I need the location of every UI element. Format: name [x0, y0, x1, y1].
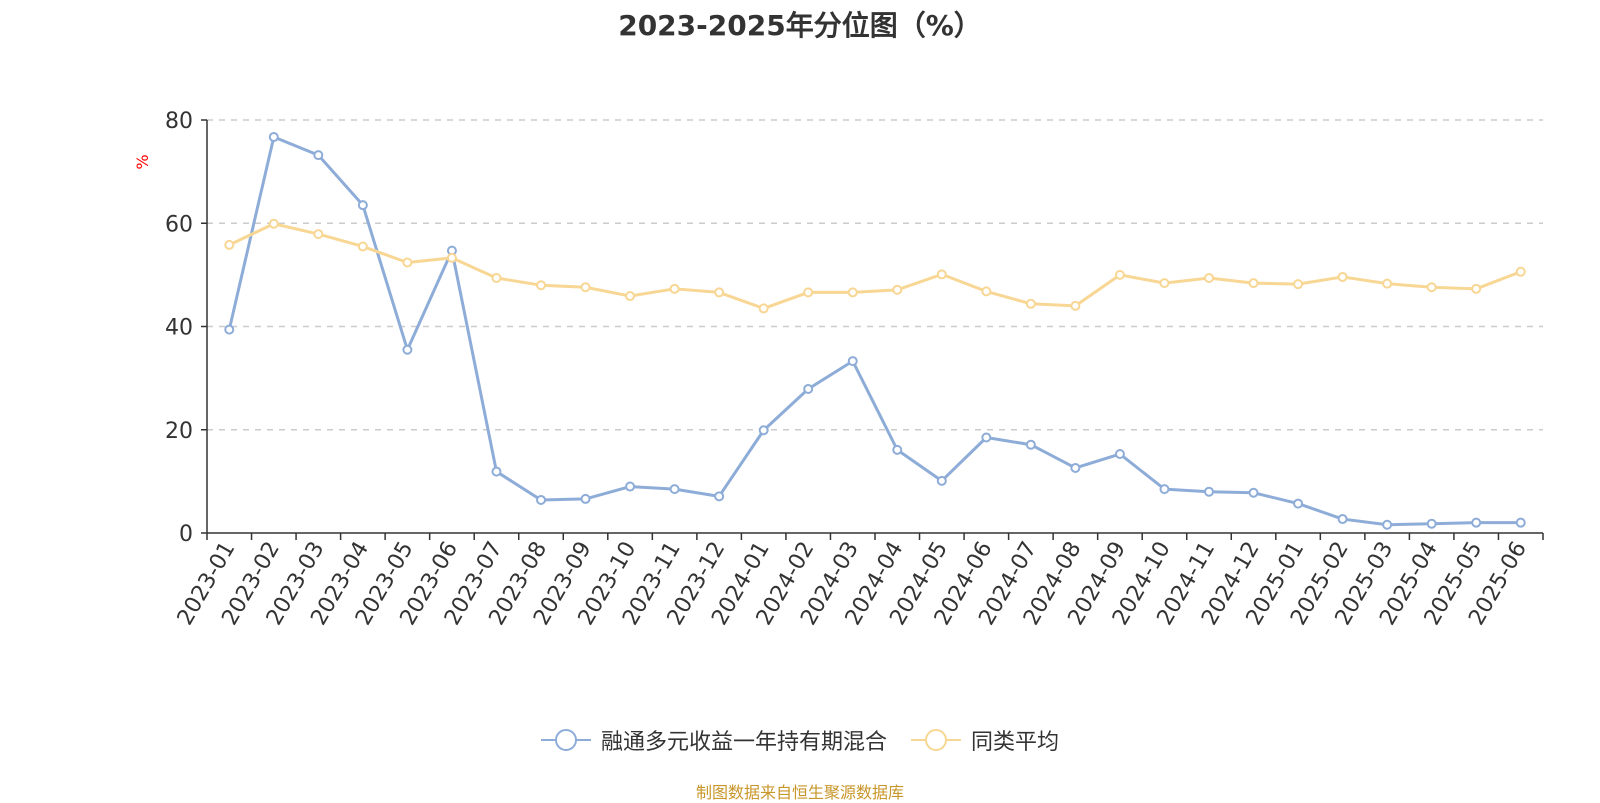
- data-point-0[interactable]: [580, 493, 591, 504]
- axes: [201, 119, 1544, 540]
- data-point-1[interactable]: [268, 218, 279, 229]
- y-tick-label: 40: [165, 316, 193, 341]
- data-point-0[interactable]: [1471, 517, 1482, 528]
- y-axis-label: %: [133, 154, 152, 169]
- data-point-0[interactable]: [536, 494, 546, 505]
- series-points: [224, 132, 1526, 530]
- data-point-0[interactable]: [491, 466, 502, 477]
- source-note: 制图数据来自恒生聚源数据库: [695, 783, 904, 802]
- data-point-1[interactable]: [1070, 300, 1081, 311]
- data-point-1[interactable]: [1248, 278, 1259, 289]
- data-point-0[interactable]: [1248, 487, 1259, 498]
- data-point-0[interactable]: [1114, 449, 1125, 460]
- data-point-1[interactable]: [1293, 279, 1304, 290]
- series-line-1: [228, 222, 1522, 310]
- series-line-0: [227, 135, 1521, 527]
- chart-title: 2023-2025年分位图（%）: [618, 9, 982, 42]
- data-point-1[interactable]: [758, 303, 769, 314]
- y-tick-label: 80: [165, 109, 193, 134]
- data-point-1[interactable]: [357, 241, 368, 252]
- data-point-1[interactable]: [536, 280, 546, 291]
- legend-label-average: 同类平均: [971, 730, 1060, 755]
- data-point-0[interactable]: [981, 432, 992, 443]
- legend-label-fund: 融通多元收益一年持有期混合: [600, 730, 887, 755]
- data-point-1[interactable]: [402, 257, 413, 268]
- data-point-0[interactable]: [1204, 486, 1214, 497]
- data-point-0[interactable]: [402, 344, 413, 355]
- tick-labels: 0204060802023-012023-022023-032023-04202…: [165, 109, 1532, 630]
- data-point-0[interactable]: [714, 491, 725, 502]
- data-point-1[interactable]: [1426, 282, 1437, 293]
- legend-marker-average-icon: [911, 729, 961, 751]
- data-point-1[interactable]: [892, 284, 903, 295]
- data-point-0[interactable]: [892, 444, 903, 455]
- y-tick-label: 60: [165, 212, 193, 237]
- data-point-1[interactable]: [491, 272, 502, 283]
- data-point-0[interactable]: [313, 150, 324, 161]
- data-point-0[interactable]: [1426, 518, 1437, 529]
- data-point-0[interactable]: [1025, 439, 1036, 450]
- data-point-1[interactable]: [625, 291, 636, 302]
- data-point-0[interactable]: [847, 356, 858, 367]
- data-point-1[interactable]: [714, 287, 725, 298]
- data-point-1[interactable]: [936, 269, 947, 280]
- data-point-1[interactable]: [313, 229, 324, 240]
- legend-item-average[interactable]: 同类平均: [911, 724, 1059, 756]
- data-point-0[interactable]: [669, 484, 680, 495]
- data-point-1[interactable]: [224, 239, 235, 250]
- data-point-0[interactable]: [1293, 498, 1304, 509]
- data-point-1[interactable]: [1204, 272, 1214, 283]
- data-point-0[interactable]: [803, 383, 814, 394]
- data-point-0[interactable]: [1515, 517, 1526, 528]
- data-point-1[interactable]: [1025, 298, 1036, 309]
- series-lines: [227, 135, 1522, 527]
- y-tick-label: 0: [179, 522, 193, 547]
- y-tick-label: 20: [165, 419, 193, 444]
- data-point-1[interactable]: [580, 282, 591, 293]
- data-point-0[interactable]: [224, 324, 235, 335]
- data-point-1[interactable]: [1114, 269, 1125, 280]
- data-point-0[interactable]: [357, 200, 368, 211]
- data-point-1[interactable]: [1159, 278, 1170, 289]
- legend-item-fund[interactable]: 融通多元收益一年持有期混合: [540, 724, 887, 756]
- legend-marker-fund-icon: [540, 729, 591, 751]
- data-point-1[interactable]: [669, 283, 680, 294]
- data-point-0[interactable]: [936, 475, 947, 486]
- data-point-0[interactable]: [1337, 514, 1348, 525]
- data-point-0[interactable]: [268, 132, 279, 143]
- legend: 融通多元收益一年持有期混合 同类平均: [0, 724, 1600, 756]
- data-point-1[interactable]: [981, 286, 992, 297]
- data-point-1[interactable]: [446, 252, 457, 263]
- data-point-0[interactable]: [625, 481, 636, 492]
- data-point-0[interactable]: [758, 425, 769, 436]
- data-point-1[interactable]: [847, 287, 858, 298]
- data-point-1[interactable]: [1515, 266, 1526, 277]
- data-point-0[interactable]: [1070, 462, 1081, 473]
- data-point-1[interactable]: [1382, 278, 1393, 289]
- data-point-0[interactable]: [1159, 484, 1170, 495]
- data-point-0[interactable]: [1382, 519, 1393, 530]
- data-point-1[interactable]: [803, 287, 814, 298]
- data-point-1[interactable]: [1337, 271, 1348, 282]
- data-point-1[interactable]: [1471, 283, 1482, 294]
